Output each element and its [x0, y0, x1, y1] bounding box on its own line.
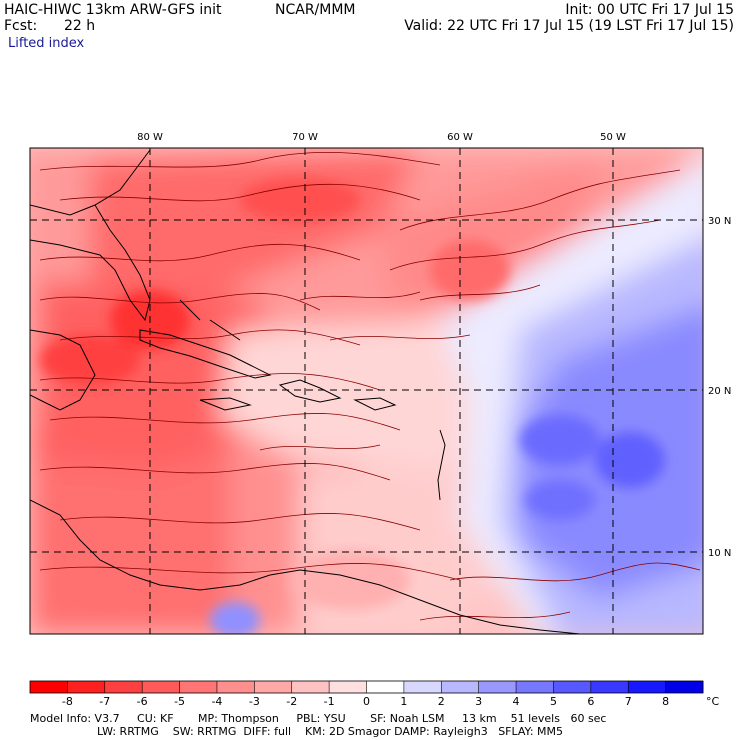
colorbar-swatch [516, 681, 554, 693]
colorbar-tick-label: -4 [211, 695, 222, 708]
lon-label-70w: 70 W [292, 132, 318, 143]
lifted-index-map: 80 W 70 W 60 W 50 W 30 N 20 N 10 N -8 -7-… [29, 132, 731, 708]
colorbar-tick-label: -3 [249, 695, 260, 708]
colorbar-tick-label: -5 [174, 695, 185, 708]
lat-label-20n: 20 N [708, 386, 731, 397]
colorbar-tick-label: 7 [625, 695, 632, 708]
valid-time: Valid: 22 UTC Fri 17 Jul 15 (19 LST Fri … [404, 18, 734, 34]
colorbar-tick-label: -6 [137, 695, 148, 708]
colorbar-tick-label: -8 [62, 695, 73, 708]
colorbar-tick-label: -1 [324, 695, 335, 708]
colorbar-tick-label: 5 [550, 695, 557, 708]
lat-lon-grid [30, 148, 703, 634]
colorbar-swatch [329, 681, 367, 693]
forecast-hour-label: Fcst: [4, 18, 38, 34]
colorbar-tick-label: -2 [286, 695, 297, 708]
init-time: Init: 00 UTC Fri 17 Jul 15 [565, 2, 734, 18]
colorbar-tick-label: 2 [438, 695, 445, 708]
forecast-hour-value: 22 h [64, 18, 96, 34]
colorbar-tick-label: 8 [662, 695, 669, 708]
colorbar-swatch [254, 681, 293, 693]
colorbar-tick-label: 6 [587, 695, 594, 708]
contour-lines [39, 151, 701, 621]
colorbar-unit: °C [706, 695, 720, 708]
colorbar: -8 -7 -6 -5 -4 -3 -2 -1 0 1 2 3 4 5 6 7 8 [29, 680, 704, 708]
coastlines [30, 149, 581, 634]
lat-label-30n: 30 N [708, 216, 731, 227]
lat-label-10n: 10 N [708, 548, 731, 559]
plot-frame [29, 147, 704, 635]
field-name: Lifted index [8, 36, 85, 51]
colorbar-swatch [291, 681, 330, 693]
colorbar-swatch [216, 681, 255, 693]
colorbar-swatch [665, 681, 704, 693]
lon-label-60w: 60 W [447, 132, 473, 143]
colorbar-swatch [142, 681, 181, 693]
colorbar-swatch [366, 681, 405, 693]
colorbar-swatch [478, 681, 517, 693]
colorbar-swatch [590, 681, 629, 693]
colorbar-tick-label: 0 [363, 695, 370, 708]
model-title: HAIC-HIWC 13km ARW-GFS init [4, 2, 222, 18]
colorbar-swatch [441, 681, 480, 693]
colorbar-swatch [30, 681, 68, 693]
colorbar-swatch [628, 681, 667, 693]
lon-label-80w: 80 W [137, 132, 163, 143]
organization-label: NCAR/MMM [275, 2, 356, 18]
colorbar-swatch [179, 681, 218, 693]
lon-label-50w: 50 W [600, 132, 626, 143]
colorbar-swatch [67, 681, 106, 693]
colorbar-tick-label: 3 [475, 695, 482, 708]
colorbar-tick-label: 1 [400, 695, 407, 708]
colorbar-swatch [553, 681, 592, 693]
colorbar-tick-label: -7 [99, 695, 110, 708]
model-info-line-1: Model Info: V3.7 CU: KF MP: Thompson PBL… [30, 712, 607, 725]
colorbar-swatch [104, 681, 143, 693]
model-info-line-2: LW: RRTMG SW: RRTMG DIFF: full KM: 2D Sm… [97, 725, 563, 738]
filled-contours [30, 148, 703, 634]
colorbar-tick-label: 4 [513, 695, 520, 708]
colorbar-swatch [403, 681, 442, 693]
